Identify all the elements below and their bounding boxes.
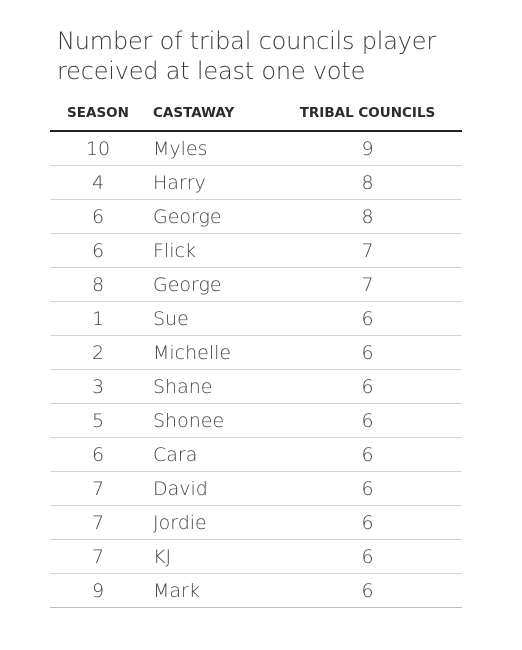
cell-castaway: George bbox=[146, 267, 273, 302]
cell-castaway: Cara bbox=[146, 437, 273, 472]
cell-season: 6 bbox=[50, 233, 146, 268]
cell-castaway: Flick bbox=[146, 233, 273, 268]
cell-tribal-councils: 6 bbox=[273, 573, 462, 608]
table-row: 7 KJ 6 bbox=[50, 539, 462, 574]
cell-tribal-councils: 8 bbox=[273, 199, 462, 234]
cell-season: 7 bbox=[50, 471, 146, 506]
cell-tribal-councils: 6 bbox=[273, 403, 462, 438]
cell-tribal-councils: 7 bbox=[273, 233, 462, 268]
table-row: 7 Jordie 6 bbox=[50, 505, 462, 540]
cell-castaway: Shonee bbox=[146, 403, 273, 438]
cell-season: 4 bbox=[50, 165, 146, 200]
cell-season: 10 bbox=[50, 131, 146, 166]
cell-tribal-councils: 9 bbox=[273, 131, 462, 166]
cell-tribal-councils: 6 bbox=[273, 471, 462, 506]
cell-season: 5 bbox=[50, 403, 146, 438]
cell-castaway: Myles bbox=[146, 131, 273, 166]
table-card: Number of tribal councils player receive… bbox=[50, 26, 462, 608]
cell-season: 7 bbox=[50, 505, 146, 540]
table-row: 10 Myles 9 bbox=[50, 131, 462, 166]
column-header-season: SEASON bbox=[50, 96, 146, 132]
cell-castaway: Shane bbox=[146, 369, 273, 404]
table-row: 5 Shonee 6 bbox=[50, 403, 462, 438]
cell-season: 2 bbox=[50, 335, 146, 370]
cell-tribal-councils: 6 bbox=[273, 301, 462, 336]
cell-season: 6 bbox=[50, 437, 146, 472]
table-row: 6 George 8 bbox=[50, 199, 462, 234]
cell-tribal-councils: 6 bbox=[273, 437, 462, 472]
cell-tribal-councils: 6 bbox=[273, 539, 462, 574]
cell-season: 8 bbox=[50, 267, 146, 302]
cell-season: 1 bbox=[50, 301, 146, 336]
cell-tribal-councils: 6 bbox=[273, 505, 462, 540]
table-row: 9 Mark 6 bbox=[50, 573, 462, 608]
cell-season: 9 bbox=[50, 573, 146, 608]
cell-tribal-councils: 6 bbox=[273, 369, 462, 404]
table-row: 6 Cara 6 bbox=[50, 437, 462, 472]
cell-tribal-councils: 7 bbox=[273, 267, 462, 302]
cell-castaway: George bbox=[146, 199, 273, 234]
data-table: SEASON CASTAWAY TRIBAL COUNCILS 10 Myles… bbox=[50, 96, 462, 608]
cell-season: 7 bbox=[50, 539, 146, 574]
cell-castaway: Harry bbox=[146, 165, 273, 200]
table-row: 2 Michelle 6 bbox=[50, 335, 462, 370]
table-row: 7 David 6 bbox=[50, 471, 462, 506]
cell-season: 6 bbox=[50, 199, 146, 234]
table-row: 3 Shane 6 bbox=[50, 369, 462, 404]
table-row: 4 Harry 8 bbox=[50, 165, 462, 200]
column-header-tribal-councils: TRIBAL COUNCILS bbox=[273, 96, 462, 132]
cell-castaway: Jordie bbox=[146, 505, 273, 540]
table-title: Number of tribal councils player receive… bbox=[57, 27, 436, 85]
cell-castaway: David bbox=[146, 471, 273, 506]
cell-castaway: Michelle bbox=[146, 335, 273, 370]
cell-castaway: Mark bbox=[146, 573, 273, 608]
cell-tribal-councils: 8 bbox=[273, 165, 462, 200]
table-row: 1 Sue 6 bbox=[50, 301, 462, 336]
cell-castaway: KJ bbox=[146, 539, 273, 574]
table-row: 8 George 7 bbox=[50, 267, 462, 302]
column-header-castaway: CASTAWAY bbox=[146, 96, 273, 132]
cell-tribal-councils: 6 bbox=[273, 335, 462, 370]
table-row: 6 Flick 7 bbox=[50, 233, 462, 268]
cell-season: 3 bbox=[50, 369, 146, 404]
cell-castaway: Sue bbox=[146, 301, 273, 336]
header-row: SEASON CASTAWAY TRIBAL COUNCILS bbox=[50, 96, 462, 132]
